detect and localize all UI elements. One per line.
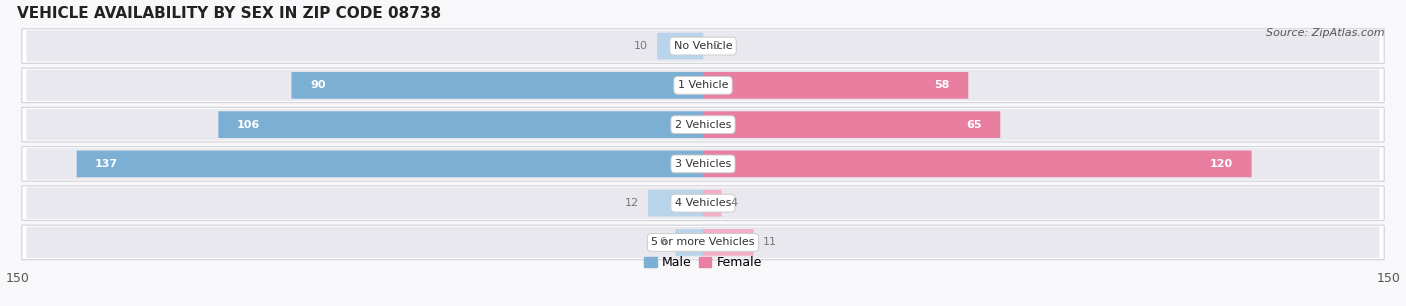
FancyBboxPatch shape [703,229,754,256]
FancyBboxPatch shape [27,30,1379,62]
Text: 4 Vehicles: 4 Vehicles [675,198,731,208]
Text: 58: 58 [935,80,950,90]
Text: Source: ZipAtlas.com: Source: ZipAtlas.com [1267,28,1385,38]
FancyBboxPatch shape [218,111,703,138]
Text: 0: 0 [713,41,718,51]
Text: 10: 10 [634,41,648,51]
FancyBboxPatch shape [703,111,1000,138]
FancyBboxPatch shape [27,148,1379,180]
FancyBboxPatch shape [21,147,1385,181]
Text: No Vehicle: No Vehicle [673,41,733,51]
Text: 65: 65 [966,120,981,130]
FancyBboxPatch shape [648,190,703,217]
Text: 4: 4 [731,198,738,208]
FancyBboxPatch shape [27,70,1379,101]
FancyBboxPatch shape [291,72,703,99]
Text: 120: 120 [1211,159,1233,169]
Text: VEHICLE AVAILABILITY BY SEX IN ZIP CODE 08738: VEHICLE AVAILABILITY BY SEX IN ZIP CODE … [17,6,441,21]
FancyBboxPatch shape [675,229,703,256]
FancyBboxPatch shape [27,109,1379,140]
FancyBboxPatch shape [21,107,1385,142]
FancyBboxPatch shape [703,151,1251,177]
FancyBboxPatch shape [703,190,721,217]
Text: 5 or more Vehicles: 5 or more Vehicles [651,237,755,248]
FancyBboxPatch shape [77,151,703,177]
FancyBboxPatch shape [21,68,1385,103]
FancyBboxPatch shape [21,225,1385,260]
FancyBboxPatch shape [703,72,969,99]
FancyBboxPatch shape [21,29,1385,63]
FancyBboxPatch shape [27,227,1379,258]
FancyBboxPatch shape [27,188,1379,219]
Legend: Male, Female: Male, Female [640,251,766,274]
Text: 3 Vehicles: 3 Vehicles [675,159,731,169]
Text: 106: 106 [236,120,260,130]
Text: 12: 12 [624,198,638,208]
Text: 137: 137 [96,159,118,169]
Text: 6: 6 [659,237,666,248]
Text: 90: 90 [309,80,325,90]
Text: 11: 11 [762,237,776,248]
Text: 1 Vehicle: 1 Vehicle [678,80,728,90]
FancyBboxPatch shape [657,33,703,59]
FancyBboxPatch shape [21,186,1385,220]
Text: 2 Vehicles: 2 Vehicles [675,120,731,130]
